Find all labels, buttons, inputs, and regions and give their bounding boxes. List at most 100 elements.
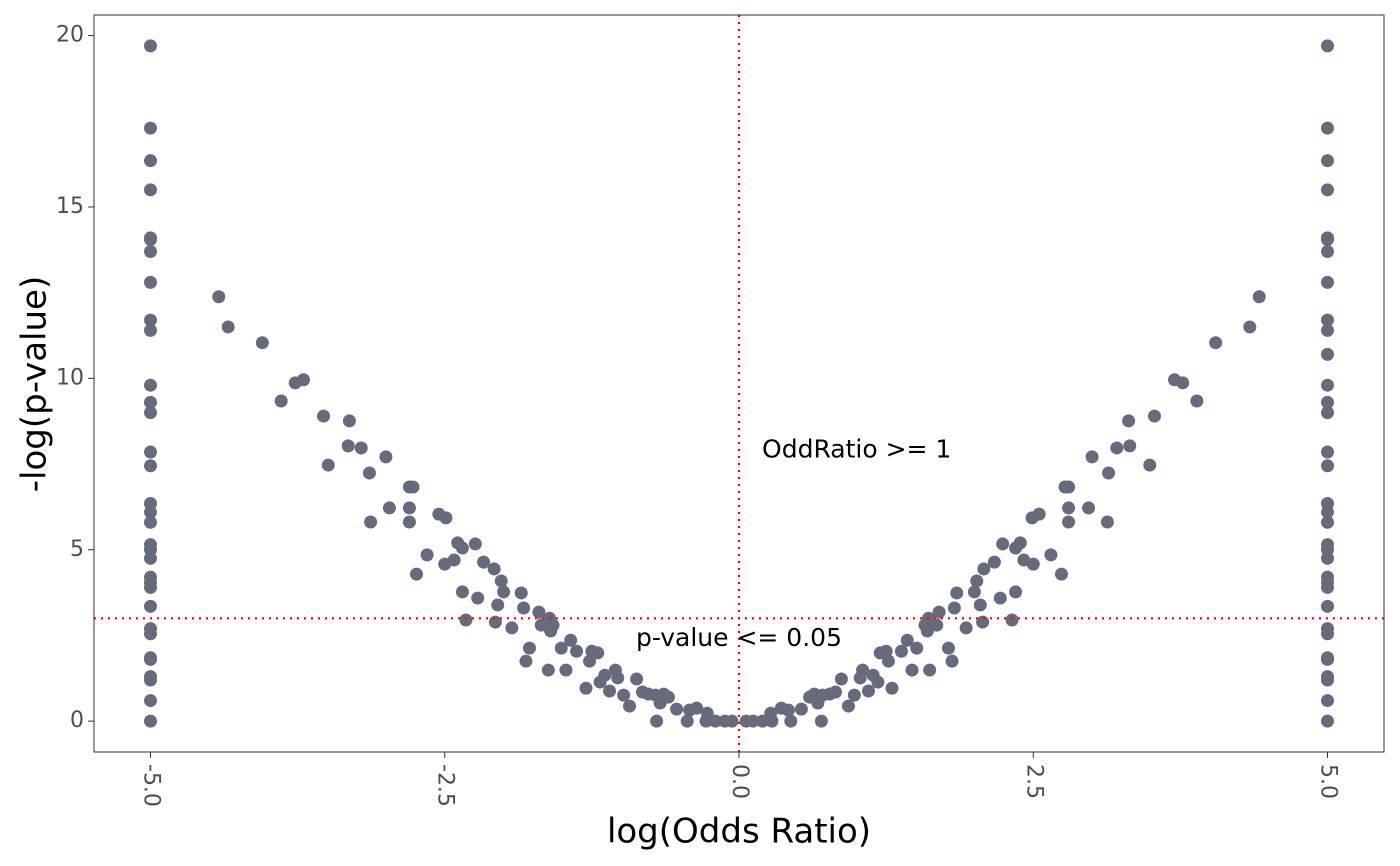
point xyxy=(487,562,501,576)
point xyxy=(881,654,895,668)
point xyxy=(1062,501,1076,515)
point xyxy=(834,672,848,686)
point xyxy=(519,654,533,668)
point xyxy=(1321,323,1335,337)
point xyxy=(784,714,798,728)
point xyxy=(564,633,578,647)
point xyxy=(143,154,157,168)
y-tick-label: 5 xyxy=(70,537,84,562)
point xyxy=(630,672,644,686)
point xyxy=(143,395,157,409)
point xyxy=(1058,480,1072,494)
point xyxy=(894,644,908,658)
point xyxy=(932,605,946,619)
point xyxy=(143,378,157,392)
point xyxy=(945,654,959,668)
point xyxy=(1321,580,1335,594)
point xyxy=(143,233,157,247)
point xyxy=(650,714,664,728)
point xyxy=(947,601,961,615)
point xyxy=(143,694,157,708)
point xyxy=(670,702,684,716)
point xyxy=(402,515,416,529)
point xyxy=(143,505,157,519)
point xyxy=(1321,694,1335,708)
point xyxy=(923,663,937,677)
point xyxy=(143,599,157,613)
point xyxy=(1143,458,1157,472)
point xyxy=(1147,409,1161,423)
point xyxy=(143,323,157,337)
point xyxy=(1321,347,1335,361)
point xyxy=(993,591,1007,605)
point xyxy=(546,618,560,632)
point xyxy=(1190,394,1204,408)
point xyxy=(514,586,528,600)
point xyxy=(603,684,617,698)
point xyxy=(1321,551,1335,565)
point xyxy=(341,439,355,453)
point xyxy=(1321,445,1335,459)
x-axis-title: log(Odds Ratio) xyxy=(607,812,871,852)
plot-border xyxy=(93,14,1385,753)
point xyxy=(591,646,605,660)
point xyxy=(354,441,368,455)
point xyxy=(1321,395,1335,409)
point xyxy=(143,627,157,641)
x-tick-label: -2.5 xyxy=(433,764,458,807)
point xyxy=(814,714,828,728)
point xyxy=(1321,406,1335,420)
point xyxy=(973,598,987,612)
point xyxy=(455,585,469,599)
point xyxy=(1122,414,1136,428)
point xyxy=(1055,567,1068,581)
point xyxy=(1321,313,1335,327)
point xyxy=(559,663,573,677)
point xyxy=(143,673,157,687)
point xyxy=(554,641,568,655)
point xyxy=(900,633,914,647)
point xyxy=(764,706,778,720)
point xyxy=(1321,121,1335,135)
point xyxy=(488,615,502,629)
point xyxy=(406,480,420,494)
point xyxy=(967,585,981,599)
point xyxy=(774,701,788,715)
point xyxy=(996,537,1010,551)
point xyxy=(680,714,694,728)
point xyxy=(579,681,593,695)
point xyxy=(362,466,376,480)
point xyxy=(841,699,855,713)
point xyxy=(690,701,704,715)
y-tick-label: 20 xyxy=(56,23,84,48)
point xyxy=(756,714,770,728)
point xyxy=(1321,154,1335,168)
point xyxy=(297,373,311,387)
point xyxy=(700,706,714,720)
point xyxy=(522,641,536,655)
point xyxy=(143,652,157,666)
point xyxy=(255,336,269,350)
point xyxy=(447,553,461,567)
point xyxy=(803,690,817,704)
point xyxy=(143,406,157,420)
point xyxy=(1321,627,1335,641)
point xyxy=(410,567,423,581)
point xyxy=(143,183,157,197)
point xyxy=(143,445,157,459)
point xyxy=(143,714,157,728)
y-tick-label: 10 xyxy=(56,365,84,390)
point xyxy=(942,641,956,655)
y-tick-label: 15 xyxy=(56,194,84,219)
point xyxy=(1110,441,1124,455)
x-tick-label: 0.0 xyxy=(727,764,752,799)
point xyxy=(541,663,555,677)
point xyxy=(1025,511,1039,525)
x-tick-label: 2.5 xyxy=(1021,764,1046,799)
point xyxy=(885,681,899,695)
point xyxy=(468,537,482,551)
point xyxy=(1062,515,1076,529)
point xyxy=(439,511,453,525)
point xyxy=(1321,673,1335,687)
